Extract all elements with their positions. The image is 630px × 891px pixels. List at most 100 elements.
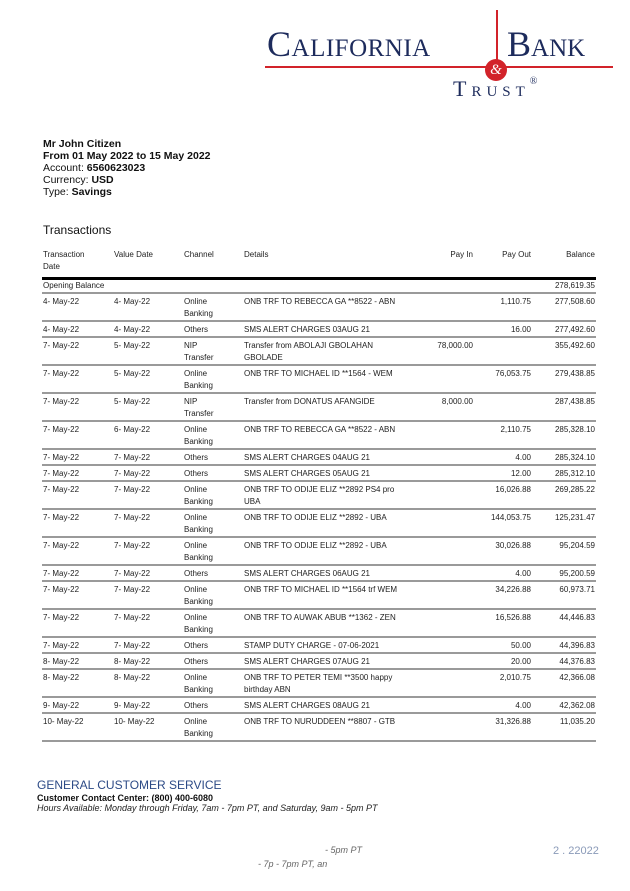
pay-in (423, 537, 474, 566)
table-row: 7- May-22 7- May-22 Online Banking ONB TRF … (42, 609, 596, 638)
table-row: 7- May-22 5- May-22 Online Banking ONB TRF … (42, 365, 596, 394)
table-row: 7- May-22 7- May-22 Others SMS ALERT CHARGE… (42, 465, 596, 482)
value-date: 6- May-22 (113, 421, 183, 450)
pay-out: 4.00 (474, 565, 532, 582)
channel: Others (183, 465, 243, 482)
contact-center: Customer Contact Center: (800) 400-6080 (37, 793, 214, 803)
value-date: 4- May-22 (113, 293, 183, 322)
table-row: 7- May-22 7- May-22 Others SMS ALERT CHARGE… (42, 565, 596, 582)
details: Transfer from DONATUS AFANGIDE (243, 393, 423, 422)
transaction-date: 7- May-22 (42, 337, 113, 366)
opening-balance-row: Opening Balance 278,619.35 (42, 278, 596, 294)
channel: Others (183, 449, 243, 466)
pay-in (423, 465, 474, 482)
balance: 285,324.10 (532, 449, 596, 466)
table-row: 7- May-22 6- May-22 Online Banking ONB TRF … (42, 421, 596, 450)
balance: 44,396.83 (532, 637, 596, 654)
account-line: Account: 6560623023 (43, 162, 146, 174)
transaction-date: 7- May-22 (42, 609, 113, 638)
value-date: 7- May-22 (113, 581, 183, 610)
transaction-date: 7- May-22 (42, 421, 113, 450)
value-date: 7- May-22 (113, 537, 183, 566)
balance: 11,035.20 (532, 713, 596, 742)
faded-date: 2 . 22022 (553, 845, 599, 857)
pay-in (423, 509, 474, 538)
column-header: Balance (532, 248, 596, 280)
currency-line: Currency: USD (43, 174, 114, 186)
column-header: Details (243, 248, 423, 280)
value-date: 7- May-22 (113, 637, 183, 654)
table-row: 9- May-22 9- May-22 Others SMS ALERT CHARGE… (42, 697, 596, 714)
details: ONB TRF TO MICHAEL ID **1564 trf WEM (243, 581, 423, 610)
pay-in (423, 449, 474, 466)
pay-in (423, 697, 474, 714)
hours-available: Hours Available: Monday through Friday, … (37, 803, 378, 813)
value-date: 5- May-22 (113, 393, 183, 422)
table-row: 7- May-22 5- May-22 NIP Transfer Transfer f… (42, 337, 596, 366)
channel: Others (183, 653, 243, 670)
column-header: Pay In (423, 248, 474, 280)
pay-out (474, 393, 532, 422)
balance: 279,438.85 (532, 365, 596, 394)
value-date: 7- May-22 (113, 609, 183, 638)
balance: 95,200.59 (532, 565, 596, 582)
channel: Online Banking (183, 581, 243, 610)
balance: 42,366.08 (532, 669, 596, 698)
faded-text: - 7p - 7pm PT, an (258, 859, 328, 869)
pay-out: 4.00 (474, 449, 532, 466)
details: ONB TRF TO MICHAEL ID **1564 - WEM (243, 365, 423, 394)
pay-out: 12.00 (474, 465, 532, 482)
pay-in (423, 481, 474, 510)
pay-in (423, 321, 474, 338)
transaction-date: 7- May-22 (42, 481, 113, 510)
pay-in (423, 421, 474, 450)
channel: NIP Transfer (183, 393, 243, 422)
channel: Others (183, 697, 243, 714)
pay-out: 31,326.88 (474, 713, 532, 742)
details: ONB TRF TO ODIJE ELIZ **2892 - UBA (243, 537, 423, 566)
channel: Online Banking (183, 481, 243, 510)
transaction-date: 7- May-22 (42, 565, 113, 582)
value-date: 10- May-22 (113, 713, 183, 742)
pay-in: 78,000.00 (423, 337, 474, 366)
channel: Online Banking (183, 421, 243, 450)
table-row: 7- May-22 5- May-22 NIP Transfer Transfer f… (42, 393, 596, 422)
transaction-date: 4- May-22 (42, 293, 113, 322)
channel: Others (183, 565, 243, 582)
transaction-date: 4- May-22 (42, 321, 113, 338)
value-date: 9- May-22 (113, 697, 183, 714)
transaction-date: 10- May-22 (42, 713, 113, 742)
details: SMS ALERT CHARGES 03AUG 21 (243, 321, 423, 338)
column-header: Channel (183, 248, 243, 280)
channel: Online Banking (183, 509, 243, 538)
balance: 60,973.71 (532, 581, 596, 610)
transaction-date: 7- May-22 (42, 509, 113, 538)
footer: GENERAL CUSTOMER SERVICE Customer Contac… (37, 778, 378, 813)
column-header: Value Date (113, 248, 183, 280)
details: SMS ALERT CHARGES 05AUG 21 (243, 465, 423, 482)
pay-in (423, 565, 474, 582)
transaction-date: 7- May-22 (42, 581, 113, 610)
pay-out: 20.00 (474, 653, 532, 670)
balance: 44,446.83 (532, 609, 596, 638)
balance: 277,492.60 (532, 321, 596, 338)
pay-in: 8,000.00 (423, 393, 474, 422)
pay-out: 16,526.88 (474, 609, 532, 638)
table-row: 7- May-22 7- May-22 Online Banking ONB TRF … (42, 481, 596, 510)
customer-info: Mr John Citizen From 01 May 2022 to 15 M… (43, 138, 211, 198)
value-date: 7- May-22 (113, 565, 183, 582)
balance: 95,204.59 (532, 537, 596, 566)
transaction-date: 7- May-22 (42, 465, 113, 482)
details: ONB TRF TO NURUDDEEN **8807 - GTB (243, 713, 423, 742)
value-date: 5- May-22 (113, 365, 183, 394)
balance: 285,312.10 (532, 465, 596, 482)
details: SMS ALERT CHARGES 04AUG 21 (243, 449, 423, 466)
transaction-date: 9- May-22 (42, 697, 113, 714)
details: ONB TRF TO REBECCA GA **8522 - ABN (243, 421, 423, 450)
details: SMS ALERT CHARGES 07AUG 21 (243, 653, 423, 670)
balance: 42,362.08 (532, 697, 596, 714)
pay-out: 16,026.88 (474, 481, 532, 510)
value-date: 7- May-22 (113, 481, 183, 510)
balance: 269,285.22 (532, 481, 596, 510)
transactions-table: Transaction Date Value Date Channel Details… (42, 248, 596, 742)
